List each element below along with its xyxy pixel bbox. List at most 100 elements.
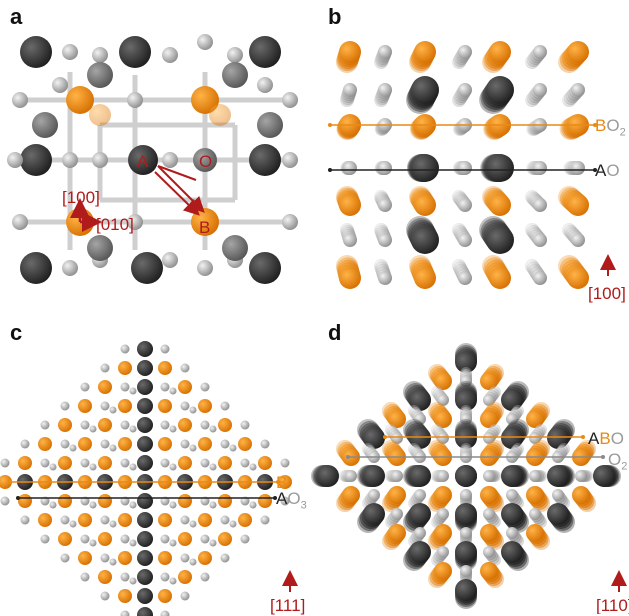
plane-ABO-dot-end: [581, 435, 585, 439]
O-site-atom: [571, 233, 585, 247]
O-site-atom: [69, 444, 77, 452]
B-site-atom: [339, 267, 361, 289]
O-site-atom: [52, 77, 68, 93]
O-site-atom: [160, 382, 170, 392]
label-AO-O: O: [606, 161, 620, 180]
B-site-atom: [218, 532, 232, 546]
A-site-atom: [119, 36, 151, 68]
O-site-atom: [378, 233, 392, 247]
panel-label-b: b: [328, 4, 342, 29]
B-site-atom: [414, 267, 436, 289]
O-site-atom: [414, 527, 426, 539]
O-site-atom: [343, 233, 357, 247]
A-site-atom: [455, 427, 477, 449]
B-site-atom: [158, 361, 172, 375]
O-site-atom: [460, 489, 472, 501]
B-site-atom: [118, 361, 132, 375]
B-site-atom: [489, 194, 511, 216]
label-BO2-2: 2: [619, 126, 626, 139]
label-BO2-O: O: [606, 116, 620, 135]
O-site-atom: [378, 83, 392, 97]
O-site-atom: [437, 546, 449, 558]
O-site-atom: [260, 439, 270, 449]
panel-label-d: d: [328, 320, 342, 345]
O-site-atom: [378, 271, 392, 285]
B-site-atom: [118, 399, 132, 413]
O-site-atom: [200, 534, 210, 544]
O-site-atom: [127, 214, 143, 230]
label-AO3-c: AO3: [276, 490, 307, 511]
A-site-atom: [137, 531, 153, 547]
O-site-atom: [0, 458, 10, 468]
B-site-atom: [489, 41, 511, 63]
B-site-atom: [414, 41, 436, 63]
O-site-atom: [40, 420, 50, 430]
A-site-atom: [137, 512, 153, 528]
O-site-atom: [0, 496, 10, 506]
O-site-atom: [197, 34, 213, 50]
B-site-atom: [258, 494, 272, 508]
O-site-atom: [458, 233, 472, 247]
O-site-atom: [62, 44, 78, 60]
O-site-atom: [240, 534, 250, 544]
B-site-atom: [572, 486, 590, 504]
B-site-atom: [98, 418, 112, 432]
O-site-atom: [80, 572, 90, 582]
O-site-atom: [109, 444, 117, 452]
label-BO2-B: B: [595, 116, 607, 135]
B-site-atom: [158, 589, 172, 603]
O-site-atom: [458, 271, 472, 285]
label-ABO-d: ABO: [588, 430, 624, 447]
A-site-atom-back: [222, 62, 248, 88]
O-site-atom: [280, 458, 290, 468]
O-site-atom: [160, 534, 170, 544]
O-site-atom: [100, 439, 110, 449]
label-AO-A: A: [595, 161, 607, 180]
O-site-atom: [160, 344, 170, 354]
O-site-atom: [282, 92, 298, 108]
O-site-atom: [180, 553, 190, 563]
O-site-atom: [458, 161, 472, 175]
O-site-atom: [240, 458, 250, 468]
O-site-atom: [129, 463, 137, 471]
B-site-atom: [98, 456, 112, 470]
O-site-atom: [120, 458, 130, 468]
B-site-atom: [342, 486, 360, 504]
A-site-atom: [137, 550, 153, 566]
A-site-atom: [501, 465, 523, 487]
O-site-atom: [533, 45, 547, 59]
A-site-atom: [317, 465, 339, 487]
O-site-atom: [189, 558, 197, 566]
O-site-atom: [483, 508, 495, 520]
label-direction-010-a: [010]: [96, 215, 134, 234]
O-site-atom: [240, 420, 250, 430]
B-site-atom: [118, 437, 132, 451]
O-site-atom: [220, 553, 230, 563]
A-site-atom: [501, 541, 523, 563]
B-site-atom: [480, 524, 498, 542]
label-site-O: O: [199, 152, 213, 171]
O-site-atom: [160, 610, 170, 616]
A-site-atom: [20, 252, 52, 284]
B-site-atom: [78, 399, 92, 413]
A-site-atom: [501, 503, 523, 525]
O-site-atom: [458, 198, 472, 212]
label-site-A: A: [137, 152, 149, 171]
label-AO3-A: A: [276, 489, 288, 508]
O-site-atom: [120, 382, 130, 392]
O-site-atom: [200, 572, 210, 582]
A-site-atom: [249, 36, 281, 68]
B-site-atom: [98, 380, 112, 394]
A-site-atom: [547, 503, 569, 525]
A-site-atom-back: [257, 112, 283, 138]
label-BO2-b: BO2: [595, 117, 626, 138]
O-site-atom: [229, 444, 237, 452]
label-ABO-O: O: [610, 429, 624, 448]
A-site-atom: [547, 465, 569, 487]
O-site-atom: [458, 45, 472, 59]
A-site-atom: [131, 252, 163, 284]
O-site-atom: [368, 489, 380, 501]
O-site-atom: [529, 470, 541, 482]
B-site-atom: [388, 486, 406, 504]
O-site-atom: [160, 458, 170, 468]
